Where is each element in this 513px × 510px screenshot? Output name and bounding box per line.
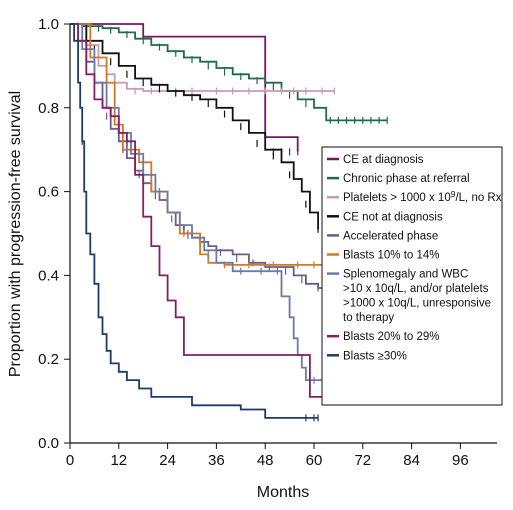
x-tick-label: 24 <box>159 452 176 469</box>
series-line-0 <box>70 23 299 152</box>
series-line-3 <box>70 23 319 230</box>
x-tick-label: 72 <box>354 452 371 469</box>
series-line-6 <box>70 23 335 381</box>
x-tick-label: 0 <box>66 452 74 469</box>
y-axis-title: Proportion with progression-free surviva… <box>7 91 24 377</box>
legend-label: Chronic phase at referral <box>343 173 470 185</box>
y-tick-label: 1.0 <box>38 16 59 33</box>
y-tick-label: 0.6 <box>38 184 59 201</box>
x-tick-label: 84 <box>403 452 420 469</box>
legend: CE at diagnosis Chronic phase at referral… <box>321 146 503 406</box>
legend-label: to therapy <box>343 312 394 324</box>
legend-box <box>321 146 503 406</box>
legend-label: Blasts ≥30% <box>343 350 407 362</box>
series-line-8 <box>70 23 319 419</box>
legend-label: >10 x 10q/L, and/or platelets <box>343 283 489 295</box>
y-tick-label: 0.0 <box>38 435 59 452</box>
x-tick-label: 96 <box>452 452 469 469</box>
series-line-2 <box>70 23 335 92</box>
y-tick-label: 0.8 <box>38 100 59 117</box>
x-axis-title: Months <box>257 484 309 501</box>
x-tick-label: 60 <box>306 452 323 469</box>
y-tick-label: 0.4 <box>38 267 59 284</box>
tick-layer: 0 12 24 36 48 60 72 84 96 0.0 0.2 0.4 0.6 0.8 1.0 <box>38 16 469 469</box>
legend-label: Blasts 10% to 14% <box>343 250 440 262</box>
x-tick-label: 36 <box>208 452 225 469</box>
legend-label: CE not at diagnosis <box>343 211 443 223</box>
series-line-1 <box>70 23 388 122</box>
legend-label: Splenomegaly and WBC <box>343 269 468 281</box>
y-tick-label: 0.2 <box>38 351 59 368</box>
legend-label: Blasts 20% to 29% <box>343 331 440 343</box>
legend-label: Accelerated phase <box>343 230 438 242</box>
series-line-7 <box>70 23 347 398</box>
x-tick-label: 12 <box>110 452 127 469</box>
series-layer <box>70 22 388 422</box>
legend-label: Platelets > 1000 x 109/L, no Rx <box>343 189 502 204</box>
x-tick-label: 48 <box>257 452 274 469</box>
legend-label: CE at diagnosis <box>343 154 424 166</box>
legend-label: >1000 x 10q/L, unresponsive <box>343 298 491 310</box>
